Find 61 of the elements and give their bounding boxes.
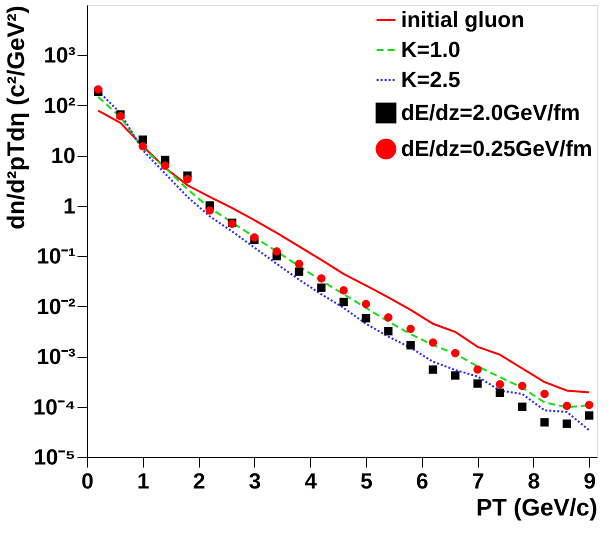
point	[94, 85, 102, 94]
y-tick-label: 10⁻²	[36, 294, 76, 319]
point	[339, 298, 348, 306]
point	[585, 400, 594, 410]
point	[183, 175, 192, 184]
point	[406, 324, 415, 334]
point	[317, 274, 326, 283]
point	[473, 365, 482, 374]
point	[540, 390, 549, 398]
point	[294, 267, 304, 276]
point	[362, 314, 370, 322]
y-tick-label: 10⁻⁴	[33, 394, 76, 420]
point	[562, 402, 572, 410]
x-tick-label: 2	[192, 468, 206, 494]
x-tick-label: 7	[472, 468, 484, 494]
x-tick-label: 4	[304, 468, 318, 494]
point	[451, 348, 460, 358]
point	[160, 162, 170, 170]
legend-label: dE/dz=0.25GeV/fm	[401, 136, 592, 161]
point	[272, 247, 281, 256]
point	[518, 382, 526, 390]
point	[518, 402, 526, 411]
x-tick-label: 1	[137, 468, 150, 494]
point	[540, 418, 549, 427]
x-tick-label: 0	[81, 468, 94, 494]
y-tick-label: 10⁻³	[36, 344, 76, 370]
point	[496, 388, 504, 397]
x-axis-title: PT (GeV/c)	[476, 494, 598, 522]
y-axis-title: dn/d²pTdη (c²/GeV²)	[3, 6, 30, 230]
point	[451, 371, 460, 380]
legend-label: initial gluon	[401, 7, 524, 32]
point	[317, 284, 326, 292]
y-tick-label: 10²	[44, 92, 76, 118]
point	[428, 338, 438, 347]
legend-label: dE/dz=2.0GeV/fm	[401, 100, 580, 125]
x-tick-label: 3	[248, 468, 262, 494]
y-tick-label: 10	[51, 143, 76, 168]
point	[339, 286, 348, 295]
legend-label: K=1.0	[401, 37, 460, 62]
point	[585, 411, 594, 420]
point	[428, 365, 438, 374]
x-tick-label: 5	[360, 468, 373, 494]
x-tick-label: 8	[528, 468, 540, 494]
point	[496, 380, 504, 388]
y-tick-label: 1	[63, 193, 76, 218]
point	[294, 260, 304, 268]
point	[250, 233, 259, 242]
y-tick-label: 10³	[44, 42, 76, 68]
y-tick-label: 10⁻¹	[36, 244, 76, 269]
x-tick-label: 9	[584, 468, 596, 494]
point	[384, 327, 392, 336]
point	[138, 142, 147, 150]
point	[562, 420, 572, 428]
point	[362, 300, 370, 308]
point	[384, 313, 392, 322]
y-tick-label: 10⁻⁵	[34, 444, 76, 470]
point	[206, 206, 214, 215]
x-tick-label: 6	[416, 468, 428, 494]
legend-label: K=2.5	[401, 67, 460, 92]
point	[473, 379, 482, 388]
point	[406, 341, 415, 350]
